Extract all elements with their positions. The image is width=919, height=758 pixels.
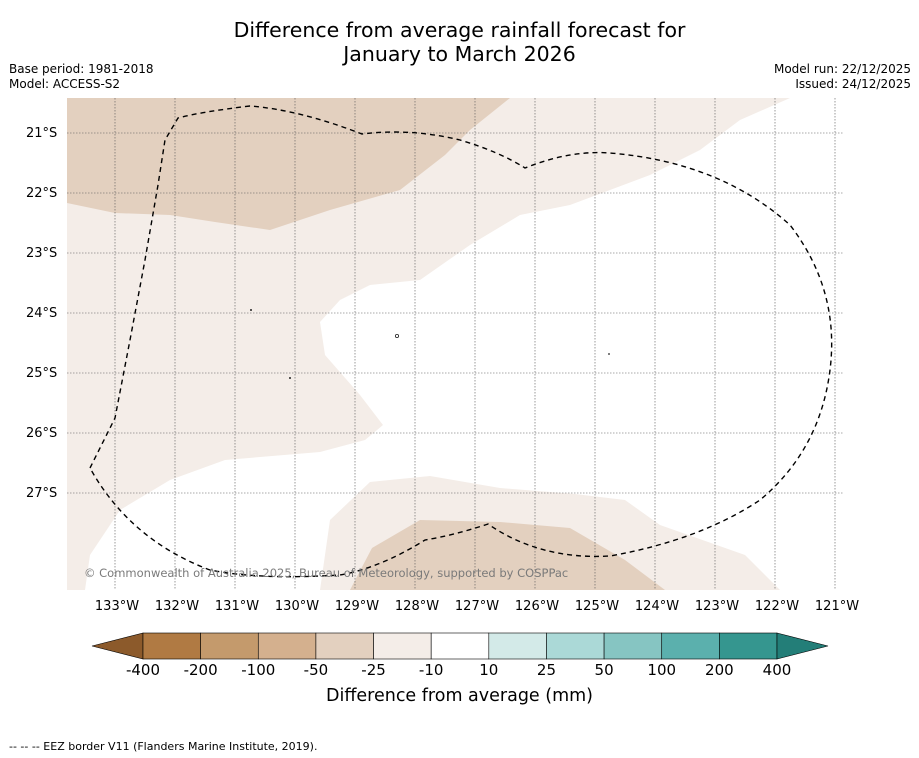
colorbar — [91, 632, 829, 660]
colorbar-bins — [142, 632, 778, 660]
colorbar-tick-label: 25 — [536, 661, 556, 679]
colorbar-tick-label: 50 — [594, 661, 614, 679]
colorbar-bin — [603, 632, 663, 660]
latitude-label: 25°S — [26, 366, 58, 381]
longitude-label: 126°W — [514, 599, 560, 614]
issued-date: Issued: 24/12/2025 — [795, 77, 911, 91]
longitude-label: 133°W — [94, 599, 140, 614]
colorbar-bin — [719, 632, 778, 660]
colorbar-bin — [661, 632, 720, 660]
colorbar-bin — [546, 632, 605, 660]
island-mark — [608, 353, 610, 355]
map-area: © Commonwealth of Australia 2025, Bureau… — [67, 98, 843, 590]
model-run: Model run: 22/12/2025 — [773, 62, 911, 76]
colorbar-bin — [200, 632, 259, 660]
title-line-1: Difference from average rainfall forecas… — [233, 18, 686, 42]
title-line-2: January to March 2026 — [343, 42, 576, 66]
longitude-label: 132°W — [154, 599, 200, 614]
eez-border — [89, 105, 833, 578]
colorbar-tick-label: -100 — [241, 661, 276, 679]
colorbar-tick-label: -10 — [418, 661, 444, 679]
longitude-label: 122°W — [754, 599, 800, 614]
longitude-label: 127°W — [454, 599, 500, 614]
model-name: Model: ACCESS-S2 — [9, 77, 121, 91]
longitude-label: 131°W — [214, 599, 260, 614]
colorbar-title: Difference from average (mm) — [325, 686, 594, 706]
latitude-label: 24°S — [26, 306, 58, 321]
latitude-label: 23°S — [26, 246, 58, 261]
copyright-text: © Commonwealth of Australia 2025, Bureau… — [84, 566, 568, 580]
colorbar-tick-label: -200 — [183, 661, 218, 679]
colorbar-tick-label: -50 — [303, 661, 329, 679]
footer-legend: -- -- -- EEZ border V11 (Flanders Marine… — [9, 740, 318, 753]
colorbar-bin — [488, 632, 547, 660]
colorbar-extend-low — [91, 632, 144, 660]
longitude-label: 129°W — [334, 599, 380, 614]
longitude-label: 123°W — [694, 599, 740, 614]
colorbar-bin — [430, 632, 490, 660]
colorbar-tick-label: -400 — [125, 661, 161, 679]
latitude-label: 26°S — [26, 426, 58, 441]
anomaly-region-mid-lower — [350, 520, 665, 590]
latitude-label: 22°S — [26, 186, 58, 201]
colorbar-tick-label: -25 — [361, 661, 386, 679]
colorbar-bin — [315, 632, 374, 660]
colorbar-tick-label: 200 — [705, 661, 734, 679]
gridlines — [67, 98, 843, 590]
colorbar-tick-label: 10 — [479, 661, 499, 679]
longitude-label: 121°W — [814, 599, 860, 614]
meta-right: Model run: 22/12/2025 Issued: 24/12/2025 — [774, 62, 911, 92]
longitude-label: 130°W — [274, 599, 320, 614]
island-mark — [289, 377, 291, 379]
longitude-label: 128°W — [394, 599, 440, 614]
island-mark — [394, 333, 399, 338]
longitude-label: 124°W — [634, 599, 680, 614]
anomaly-region-mid-upper — [67, 98, 510, 230]
colorbar-tick-label: 100 — [647, 661, 677, 679]
island-mark — [250, 309, 252, 311]
latitude-label: 27°S — [26, 486, 58, 501]
latitude-label: 21°S — [26, 126, 58, 141]
colorbar-extend-high — [776, 632, 829, 660]
meta-left: Base period: 1981-2018 Model: ACCESS-S2 — [9, 62, 154, 92]
colorbar-bin — [257, 632, 317, 660]
colorbar-bin — [373, 632, 432, 660]
map-title: Difference from average rainfall forecas… — [0, 18, 919, 66]
colorbar-bin — [142, 632, 201, 660]
longitude-label: 125°W — [574, 599, 620, 614]
base-period: Base period: 1981-2018 — [9, 62, 154, 76]
colorbar-tick-label: 400 — [762, 661, 792, 679]
